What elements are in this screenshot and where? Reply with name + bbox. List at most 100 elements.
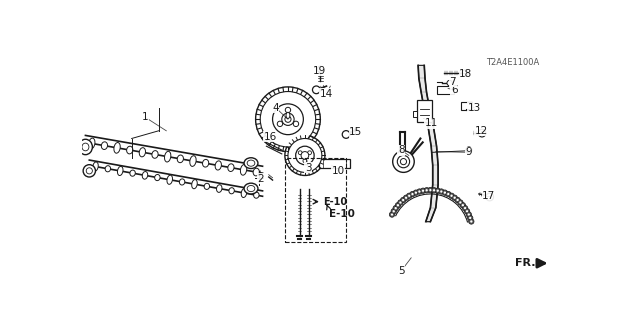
Ellipse shape (118, 166, 123, 176)
Circle shape (466, 212, 472, 217)
Circle shape (312, 86, 320, 94)
Circle shape (301, 152, 308, 159)
Circle shape (298, 151, 302, 155)
Circle shape (317, 66, 323, 72)
Circle shape (468, 213, 470, 216)
Ellipse shape (93, 162, 99, 171)
Ellipse shape (241, 188, 247, 197)
Ellipse shape (79, 139, 92, 155)
Ellipse shape (142, 172, 148, 179)
Circle shape (449, 193, 454, 198)
Bar (319, 158, 349, 168)
Circle shape (308, 151, 312, 155)
Circle shape (419, 190, 420, 193)
Circle shape (463, 205, 468, 211)
Ellipse shape (101, 142, 108, 149)
Ellipse shape (244, 158, 258, 169)
Circle shape (415, 191, 417, 194)
Text: E-10: E-10 (329, 209, 355, 219)
Circle shape (422, 189, 424, 192)
Circle shape (428, 188, 433, 193)
Ellipse shape (164, 151, 171, 162)
Text: 10: 10 (332, 166, 344, 176)
Ellipse shape (130, 170, 135, 176)
Circle shape (464, 207, 467, 209)
Ellipse shape (216, 185, 222, 192)
Ellipse shape (228, 164, 234, 172)
Text: 3: 3 (305, 163, 311, 173)
Circle shape (285, 107, 291, 113)
Circle shape (460, 203, 465, 208)
Circle shape (469, 217, 472, 219)
Text: 11: 11 (424, 118, 438, 128)
Circle shape (424, 188, 429, 193)
Text: 18: 18 (460, 69, 472, 79)
Text: 6: 6 (451, 85, 458, 95)
Circle shape (466, 210, 468, 212)
Circle shape (458, 200, 463, 205)
Ellipse shape (247, 186, 255, 192)
Circle shape (470, 220, 472, 223)
Circle shape (389, 212, 395, 217)
Ellipse shape (190, 156, 196, 166)
Text: E-10: E-10 (323, 196, 348, 207)
Circle shape (288, 139, 322, 172)
Circle shape (461, 204, 464, 206)
Circle shape (342, 131, 350, 138)
Ellipse shape (202, 159, 209, 167)
Circle shape (447, 80, 452, 86)
Ellipse shape (167, 175, 173, 184)
Circle shape (403, 195, 409, 200)
Circle shape (397, 156, 410, 168)
Circle shape (486, 193, 493, 201)
Circle shape (282, 113, 294, 125)
Text: 13: 13 (468, 103, 481, 113)
Circle shape (426, 189, 428, 191)
Ellipse shape (155, 174, 160, 180)
Circle shape (436, 189, 439, 192)
Circle shape (454, 196, 456, 199)
Circle shape (433, 189, 435, 191)
Circle shape (260, 92, 316, 147)
Ellipse shape (192, 180, 197, 189)
Text: 4: 4 (273, 103, 279, 113)
Circle shape (467, 215, 473, 221)
Text: 7: 7 (449, 76, 456, 86)
Ellipse shape (253, 168, 259, 176)
Text: 9: 9 (465, 147, 472, 157)
Circle shape (440, 190, 442, 193)
Ellipse shape (286, 112, 290, 118)
Circle shape (401, 197, 406, 203)
Circle shape (277, 121, 283, 127)
Circle shape (410, 191, 415, 197)
Circle shape (478, 129, 486, 137)
Circle shape (408, 195, 410, 197)
Circle shape (460, 201, 461, 204)
Circle shape (396, 203, 401, 208)
Ellipse shape (88, 138, 95, 149)
Bar (461, 102, 472, 110)
Ellipse shape (114, 142, 120, 153)
Circle shape (431, 188, 436, 193)
Circle shape (465, 209, 470, 214)
Circle shape (413, 190, 419, 195)
Ellipse shape (86, 168, 92, 174)
Circle shape (447, 193, 449, 195)
Circle shape (303, 159, 307, 163)
Circle shape (399, 201, 402, 204)
Text: 19: 19 (313, 66, 326, 76)
Circle shape (296, 146, 314, 165)
Text: FR.: FR. (515, 258, 536, 268)
Circle shape (468, 219, 474, 224)
Circle shape (429, 189, 431, 191)
Circle shape (455, 197, 460, 203)
Ellipse shape (105, 166, 111, 172)
Ellipse shape (244, 183, 258, 194)
Text: 8: 8 (398, 145, 404, 155)
Ellipse shape (241, 164, 247, 175)
Ellipse shape (229, 188, 234, 194)
Circle shape (445, 191, 451, 197)
Circle shape (285, 135, 325, 175)
Ellipse shape (253, 192, 259, 198)
Ellipse shape (247, 160, 255, 166)
